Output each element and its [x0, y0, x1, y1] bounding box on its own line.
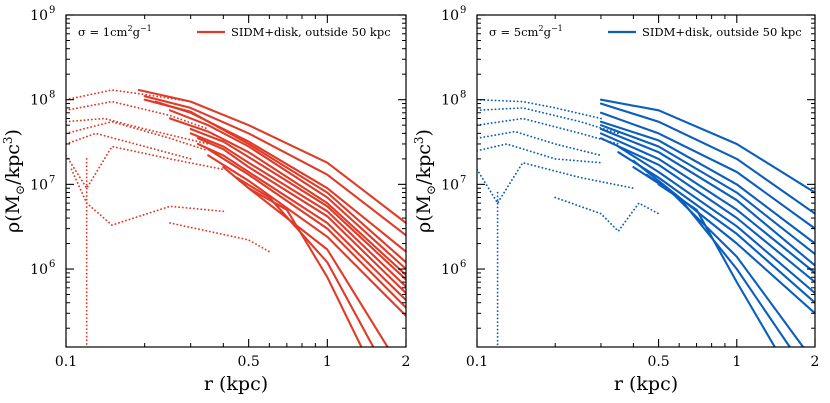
solid-curve-13 — [657, 183, 776, 347]
solid-curve-3 — [599, 120, 815, 245]
y-tick-exponent: 7 — [460, 174, 466, 185]
solid-curve-4 — [168, 109, 406, 271]
y-axis-label: ρ(M⊙/kpc3) — [1, 129, 27, 233]
dotted-curve-3 — [66, 120, 210, 152]
x-tick-label: 2 — [402, 354, 411, 370]
solid-curve-5 — [599, 127, 815, 267]
solid-curve-0 — [137, 88, 406, 225]
dotted-curve-6 — [554, 196, 660, 233]
solid-curve-5 — [168, 117, 406, 277]
legend-label: SIDM+disk, outside 50 kpc — [231, 25, 391, 39]
sigma-annotation: σ = 5cm2g−1 — [489, 24, 563, 39]
y-tick-exponent: 9 — [49, 5, 55, 16]
x-axis-label: r (kpc) — [204, 373, 268, 395]
solid-curve-10 — [207, 148, 406, 309]
y-tick-exponent: 9 — [460, 5, 466, 16]
solid-curve-1 — [599, 102, 815, 215]
dotted-curve-4 — [477, 143, 602, 164]
plot-frame — [476, 14, 816, 348]
y-tick-exponent: 8 — [460, 90, 466, 101]
dotted-curve-0 — [477, 98, 602, 120]
dotted-curve-3 — [477, 130, 602, 157]
solid-curve-6 — [599, 132, 815, 274]
y-tick-exponent: 6 — [49, 259, 55, 270]
dotted-curve-4 — [66, 132, 192, 160]
y-tick-label: 10 — [30, 8, 48, 24]
x-tick-label: 0.1 — [466, 354, 488, 370]
solid-curve-11 — [207, 154, 406, 317]
dotted-curve-0 — [66, 89, 192, 103]
x-tick-label: 1 — [732, 354, 741, 370]
y-tick-label: 10 — [441, 262, 459, 278]
dotted-curve-8 — [169, 222, 271, 253]
y-tick-label: 10 — [30, 93, 48, 109]
x-tick-label: 0.5 — [238, 354, 260, 370]
solid-curve-8 — [196, 137, 406, 295]
solid-curve-9 — [196, 142, 406, 302]
y-tick-exponent: 8 — [49, 90, 55, 101]
x-axis-label: r (kpc) — [614, 373, 678, 395]
curves — [66, 88, 406, 347]
dotted-curve-5 — [477, 161, 635, 204]
y-tick-label: 10 — [441, 93, 459, 109]
y-tick-label: 10 — [441, 8, 459, 24]
y-axis-label: ρ(M⊙/kpc3) — [412, 129, 438, 233]
solid-curve-7 — [189, 132, 406, 288]
curves — [477, 98, 815, 347]
y-tick-exponent: 6 — [460, 259, 466, 270]
dotted-curve-2 — [477, 117, 620, 145]
x-tick-label: 0.1 — [55, 354, 77, 370]
solid-curve-0 — [599, 98, 815, 194]
solid-curve-1 — [143, 95, 406, 237]
y-tick-exponent: 7 — [49, 174, 55, 185]
x-tick-label: 0.5 — [647, 354, 669, 370]
dotted-curve-1 — [66, 100, 210, 130]
solid-curve-2 — [599, 111, 815, 230]
dotted-curve-1 — [477, 107, 620, 135]
solid-curve-4 — [599, 124, 815, 256]
solid-curve-8 — [617, 145, 815, 295]
dotted-curve-6 — [70, 168, 225, 226]
y-tick-label: 10 — [30, 262, 48, 278]
legend-label: SIDM+disk, outside 50 kpc — [642, 25, 802, 39]
dotted-curve-5 — [66, 145, 225, 190]
solid-curve-11 — [632, 166, 805, 347]
sigma-annotation: σ = 1cm2g−1 — [78, 24, 152, 39]
plot-frame — [65, 14, 407, 348]
y-tick-label: 10 — [441, 177, 459, 193]
solid-curve-3 — [143, 98, 406, 264]
solid-curve-14 — [247, 187, 363, 347]
solid-curve-7 — [599, 137, 815, 284]
x-tick-label: 2 — [811, 354, 820, 370]
solid-curve-6 — [189, 127, 406, 281]
y-tick-label: 10 — [30, 177, 48, 193]
x-tick-label: 1 — [323, 354, 332, 370]
dotted-curve-2 — [66, 117, 210, 145]
